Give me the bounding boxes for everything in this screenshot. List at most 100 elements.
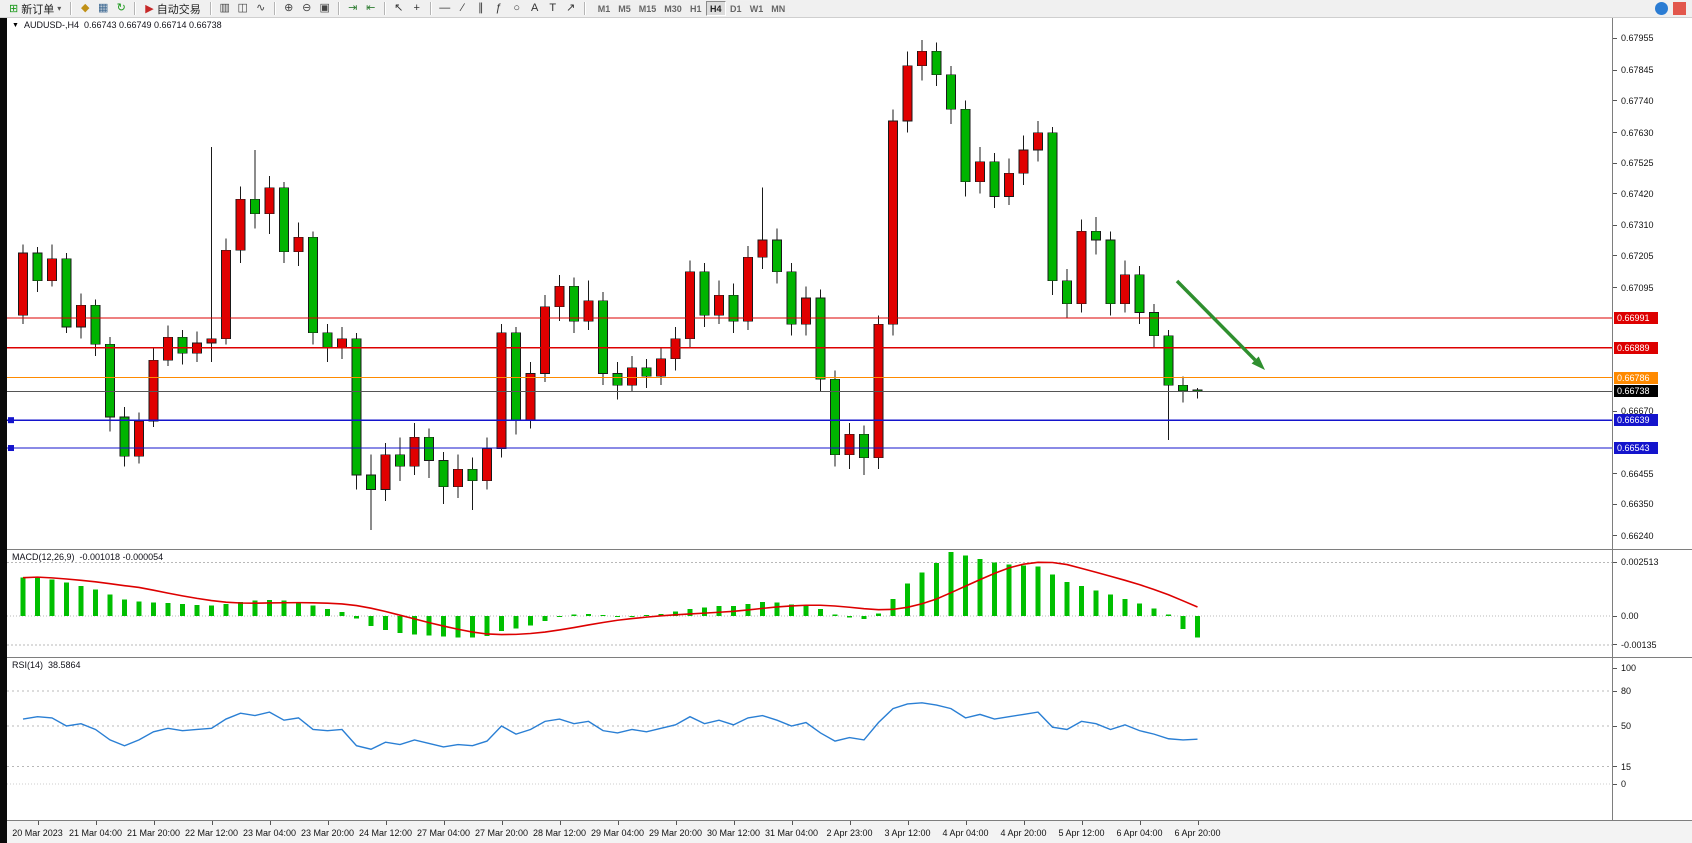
- rsi-plot[interactable]: [7, 658, 1612, 820]
- price-tick: [1613, 37, 1617, 39]
- timeframe-m15[interactable]: M15: [634, 1, 661, 16]
- chart-title: ▼ AUDUSD-,H4 0.66743 0.66749 0.66714 0.6…: [12, 20, 222, 30]
- time-axis[interactable]: 20 Mar 2023 21 Mar 04:00 21 Mar 20:00 22 Ma…: [7, 821, 1692, 843]
- candle-down: [395, 454, 405, 467]
- macd-signal-line: [22, 561, 1198, 636]
- candlestick-chart-icon[interactable]: ◫: [237, 2, 248, 14]
- rsi-scale-label: 15: [1621, 761, 1632, 772]
- chart-shift-icon[interactable]: ⇤: [366, 2, 376, 14]
- zoom-out-icon[interactable]: ⊖: [302, 2, 312, 14]
- new-order-button[interactable]: ⊞ 新订单 ▾: [4, 1, 66, 17]
- community-icon[interactable]: [1655, 2, 1668, 15]
- time-label: 27 Mar 20:00: [474, 828, 529, 838]
- chart-menu-icon[interactable]: ▼: [12, 21, 19, 29]
- trend-arrow[interactable]: [1175, 279, 1257, 362]
- crosshair-icon[interactable]: +: [413, 2, 420, 14]
- price-label: 0.67525: [1621, 158, 1654, 169]
- candle-up: [482, 448, 492, 482]
- macd-bar: [658, 613, 664, 616]
- timeframe-h1[interactable]: H1: [685, 1, 706, 16]
- macd-bar: [151, 602, 156, 616]
- symbol-period-label: AUDUSD-,H4: [23, 20, 79, 30]
- notification-icon[interactable]: [1673, 2, 1686, 15]
- alerts-icon[interactable]: ◆: [81, 2, 90, 14]
- macd-bar: [1180, 616, 1186, 629]
- time-tick: [675, 821, 677, 825]
- bar-chart-icon[interactable]: ▥: [219, 2, 230, 14]
- ohlc-quote: 0.66743 0.66749 0.66714 0.66738: [83, 20, 222, 30]
- candle-down: [830, 378, 840, 455]
- candle-down: [859, 434, 869, 458]
- macd-bar: [687, 608, 693, 616]
- toolbar-separator: [134, 2, 137, 15]
- chart-window: 0.67955 0.67845 0.67740 0.67630 0.67525 0.674…: [7, 18, 1692, 843]
- text-label-icon[interactable]: T: [549, 2, 557, 14]
- new-order-button-label: 新订单: [21, 3, 55, 16]
- candle-up: [525, 373, 536, 421]
- candle-up: [873, 323, 884, 458]
- rsi-scale-label: 100: [1621, 663, 1637, 673]
- time-label: 31 Mar 04:00: [764, 828, 819, 838]
- data-window-icon[interactable]: ▦: [98, 2, 109, 14]
- horizontal-line-icon[interactable]: ―: [439, 2, 451, 14]
- time-tick: [1023, 821, 1025, 825]
- trendline-icon[interactable]: ∕: [461, 2, 464, 14]
- line-handle[interactable]: [8, 445, 14, 452]
- timeframe-mn[interactable]: MN: [767, 1, 790, 16]
- candle-up: [844, 434, 855, 455]
- cursor-icon[interactable]: ↖: [394, 2, 404, 14]
- time-tick: [153, 821, 155, 825]
- macd-bar: [861, 616, 867, 619]
- arrows-tool-icon[interactable]: ↗: [566, 2, 576, 14]
- macd-bar: [847, 616, 852, 618]
- candle-up: [714, 294, 724, 316]
- candle-up: [917, 51, 927, 67]
- shapes-icon[interactable]: ○: [513, 2, 521, 14]
- line-handle[interactable]: [8, 417, 14, 424]
- time-label: 29 Mar 04:00: [590, 828, 645, 838]
- price-chart-plot[interactable]: [7, 18, 1612, 549]
- time-label: 23 Mar 04:00: [242, 828, 297, 838]
- macd-plot[interactable]: [7, 550, 1612, 657]
- tile-windows-icon[interactable]: ▣: [319, 2, 330, 14]
- price-axis[interactable]: 0.67955 0.67845 0.67740 0.67630 0.67525 0.674…: [1612, 18, 1692, 549]
- candle-down: [177, 336, 188, 354]
- candle-down: [569, 286, 579, 322]
- macd-bar: [716, 606, 722, 616]
- time-tick: [501, 821, 503, 825]
- zoom-in-icon[interactable]: ⊕: [284, 2, 294, 14]
- macd-bar: [470, 616, 475, 638]
- toolbar-separator: [337, 2, 340, 15]
- candle-up: [670, 338, 681, 360]
- macd-bar: [673, 611, 678, 616]
- price-label: 0.67630: [1621, 127, 1654, 138]
- auto-scroll-icon[interactable]: ⇥: [348, 2, 358, 14]
- macd-bar: [426, 616, 432, 636]
- time-label: 3 Apr 12:00: [884, 828, 931, 838]
- rsi-tick: [1613, 766, 1617, 768]
- fibonacci-icon[interactable]: ƒ: [495, 2, 502, 14]
- timeframe-m30[interactable]: M30: [660, 1, 686, 16]
- time-label: 21 Mar 20:00: [126, 828, 181, 838]
- text-icon[interactable]: A: [531, 2, 539, 14]
- time-label: 23 Mar 20:00: [300, 828, 355, 838]
- macd-bar: [818, 608, 823, 616]
- line-chart-icon[interactable]: ∿: [256, 2, 266, 14]
- timeframe-d1[interactable]: D1: [725, 1, 746, 16]
- timeframe-h4[interactable]: H4: [705, 1, 726, 16]
- macd-bar: [1151, 608, 1157, 616]
- timeframe-m1[interactable]: M1: [593, 1, 615, 16]
- price-label: 0.66350: [1621, 499, 1654, 510]
- price-label: 0.67845: [1621, 65, 1654, 76]
- timeframe-m5[interactable]: M5: [614, 1, 635, 16]
- profiles-icon[interactable]: ↻: [116, 2, 126, 14]
- candle-down: [989, 161, 1000, 197]
- chevron-down-icon: ▾: [57, 4, 62, 13]
- price-level-box: 0.66889: [1614, 341, 1658, 354]
- channel-icon[interactable]: ∥: [477, 2, 484, 14]
- macd-bar: [310, 605, 316, 616]
- timeframe-w1[interactable]: W1: [745, 1, 768, 16]
- autotrading-button[interactable]: ▶ 自动交易: [140, 1, 205, 17]
- price-tick: [1613, 132, 1617, 134]
- time-label: 29 Mar 20:00: [648, 828, 703, 838]
